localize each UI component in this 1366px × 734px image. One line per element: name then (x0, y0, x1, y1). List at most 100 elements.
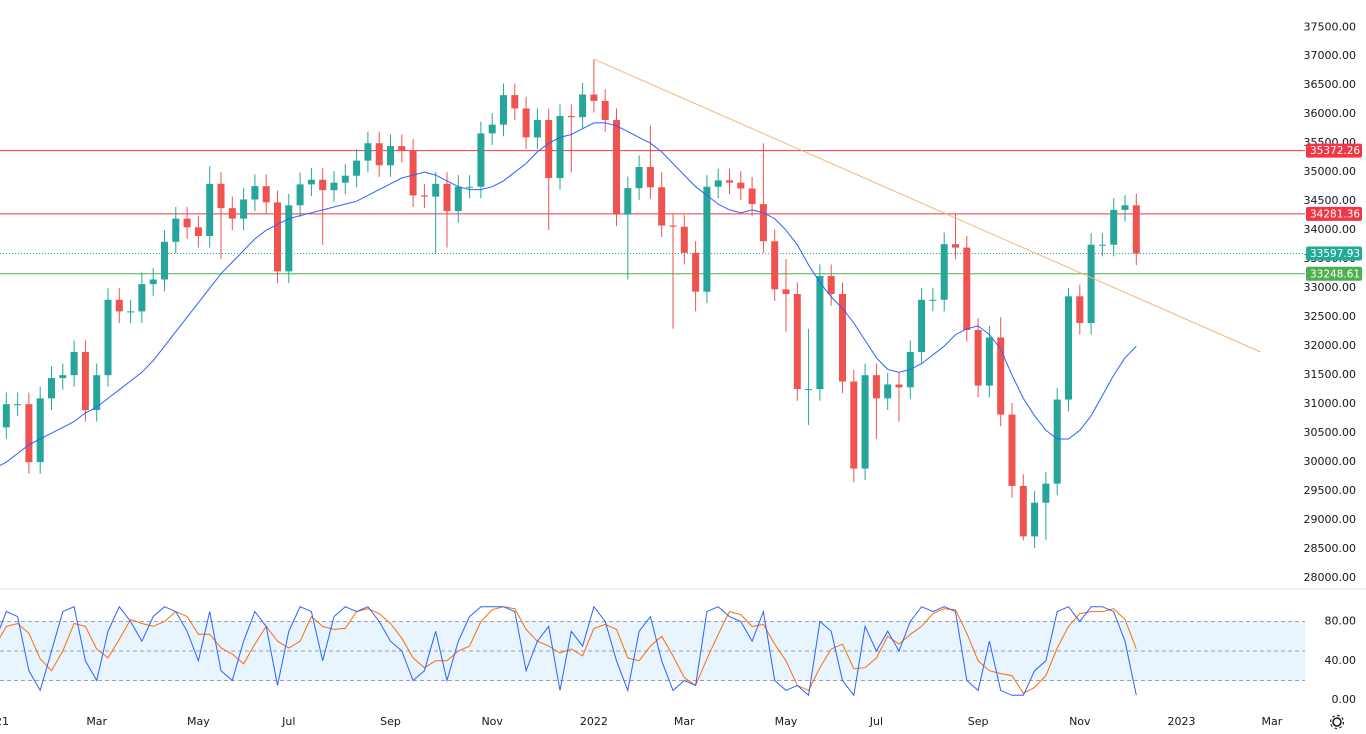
candle-body (692, 252, 700, 292)
candle-body (579, 94, 587, 118)
candle-body (1076, 296, 1084, 323)
candle-body (353, 160, 361, 176)
x-tick-label: Jul (869, 715, 883, 728)
candle-body (590, 94, 598, 101)
y-tick-label: 30000.00 (1304, 455, 1357, 468)
x-tick-label: Sep (968, 715, 989, 728)
candle-body (228, 208, 236, 219)
candle-body (793, 294, 801, 390)
candle-body (409, 150, 417, 196)
x-tick-label: May (775, 715, 798, 728)
candle-body (364, 143, 372, 161)
candle-body (613, 120, 620, 215)
candle-body (974, 329, 982, 386)
candle-body (296, 184, 304, 206)
x-tick-label: Nov (481, 715, 503, 728)
candle-body (918, 299, 926, 352)
x-tick-label: Nov (1069, 715, 1091, 728)
y-tick-label: 28500.00 (1304, 542, 1357, 555)
y-tick-label: 32000.00 (1304, 339, 1357, 352)
x-tick-label: Mar (674, 715, 695, 728)
candle-body (274, 202, 281, 272)
candle-body (884, 384, 892, 399)
y-tick-label: 31500.00 (1304, 368, 1357, 381)
candle-body (138, 284, 146, 312)
x-tick-label: Sep (380, 715, 401, 728)
y-tick-label: 80.00 (1325, 614, 1357, 627)
y-tick-label: 29500.00 (1304, 484, 1357, 497)
x-tick-label: May (187, 715, 210, 728)
candle-body (850, 381, 858, 469)
candle-body (805, 389, 813, 391)
candle-body (635, 167, 643, 189)
price-tag (1306, 206, 1362, 221)
price-tag (1306, 246, 1362, 261)
candle-body (387, 146, 394, 166)
candle-body (330, 182, 338, 191)
candle-body (1031, 502, 1039, 537)
x-tick-label: 2022 (580, 715, 608, 728)
candle-body (567, 115, 575, 118)
axes: 37500.0037000.0036500.0036000.0035500.00… (0, 20, 1362, 728)
candle-body (1042, 483, 1050, 503)
y-tick-label: 31000.00 (1304, 397, 1357, 410)
candle-body (183, 218, 191, 228)
candle-body (952, 244, 959, 248)
candle-body (115, 299, 123, 312)
price-tag-label: 35372.26 (1310, 145, 1360, 157)
candle-body (782, 289, 790, 294)
candle-body (443, 183, 451, 212)
candle-body (985, 337, 993, 386)
candle-body (839, 294, 846, 382)
candle-body (466, 186, 474, 188)
y-tick-label: 30500.00 (1304, 426, 1357, 439)
y-tick-label: 40.00 (1325, 654, 1357, 667)
candle-body (646, 167, 654, 188)
candle-body (872, 375, 880, 399)
candle-body (624, 188, 632, 215)
y-tick-label: 34000.00 (1304, 223, 1357, 236)
candle-body (703, 186, 711, 292)
x-tick-label: 2021 (0, 715, 9, 728)
price-pane (0, 58, 1305, 548)
y-tick-label: 34500.00 (1304, 194, 1357, 207)
candle-body (488, 124, 496, 134)
candle-body (206, 183, 214, 237)
price-tag-label: 33248.61 (1310, 268, 1360, 280)
candle-body (2, 404, 10, 428)
y-tick-label: 37000.00 (1304, 49, 1357, 62)
y-tick-label: 36000.00 (1304, 107, 1357, 120)
candle-body (48, 378, 55, 399)
candle-body (477, 133, 485, 187)
price-tag (1306, 143, 1362, 158)
candle-body (307, 179, 315, 185)
x-tick-label: Mar (86, 715, 107, 728)
candle-body (963, 247, 971, 330)
candle-body (816, 276, 824, 390)
y-tick-label: 32500.00 (1304, 310, 1357, 323)
candle-body (104, 299, 112, 376)
candle-body (737, 182, 745, 189)
candle-body (161, 241, 168, 280)
candle-body (398, 146, 406, 151)
candle-body (997, 337, 1005, 415)
candle-body (262, 186, 270, 203)
candle-body (240, 199, 248, 219)
candle-body (680, 226, 688, 253)
candle-body (771, 241, 779, 290)
candle-body (36, 398, 44, 463)
price-tag-label: 33597.93 (1310, 248, 1360, 260)
price-tag (1306, 266, 1362, 281)
stoch-d-line (0, 606, 1137, 694)
price-tag-label: 34281.36 (1310, 208, 1360, 220)
candle-body (748, 188, 756, 205)
y-tick-label: 35000.00 (1304, 165, 1357, 178)
candle-body (1053, 399, 1061, 484)
candle-body (285, 205, 293, 272)
settings-icon[interactable] (1329, 714, 1345, 730)
candle-body (1121, 205, 1129, 210)
moving-average (0, 122, 1137, 466)
candle-body (895, 384, 903, 388)
candle-body (194, 227, 202, 237)
